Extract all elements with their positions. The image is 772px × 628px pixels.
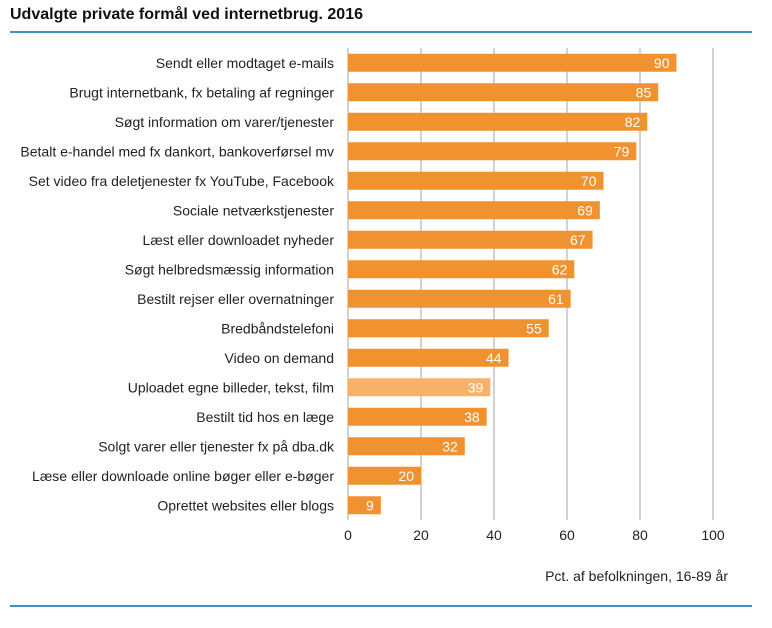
top-rule xyxy=(10,31,752,33)
data-label: 9 xyxy=(366,497,374,513)
data-label: 79 xyxy=(614,143,630,159)
data-label: 90 xyxy=(654,55,670,71)
category-label: Læst eller downloadet nyheder xyxy=(143,232,335,248)
chart-title: Udvalgte private formål ved internetbrug… xyxy=(10,6,363,23)
bar xyxy=(348,83,659,102)
bar xyxy=(348,348,509,367)
x-axis-label: Pct. af befolkningen, 16-89 år xyxy=(545,568,728,584)
category-label: Bestilt rejser eller overnatninger xyxy=(137,291,334,307)
data-label: 55 xyxy=(526,320,542,336)
data-label: 62 xyxy=(552,261,568,277)
data-label: 39 xyxy=(468,379,484,395)
bar xyxy=(348,230,593,249)
data-label: 70 xyxy=(581,173,597,189)
bar xyxy=(348,201,600,220)
category-label: Læse eller downloade online bøger eller … xyxy=(32,468,334,484)
data-label: 20 xyxy=(398,468,414,484)
bar xyxy=(348,319,549,338)
data-label: 61 xyxy=(548,291,564,307)
x-tick-label: 80 xyxy=(632,527,648,543)
bottom-rule xyxy=(10,605,752,607)
bar xyxy=(348,142,637,161)
x-tick-label: 40 xyxy=(486,527,502,543)
category-label: Bredbåndstelefoni xyxy=(221,320,334,336)
bar xyxy=(348,378,491,397)
data-label: 67 xyxy=(570,232,586,248)
category-label: Betalt e-handel med fx dankort, bankover… xyxy=(20,143,334,159)
bar xyxy=(348,112,648,131)
x-tick-label: 100 xyxy=(701,527,725,543)
category-label: Søgt information om varer/tjenester xyxy=(115,114,335,130)
bar xyxy=(348,466,421,485)
x-tick-label: 20 xyxy=(413,527,429,543)
data-label: 38 xyxy=(464,409,480,425)
category-label: Oprettet websites eller blogs xyxy=(157,497,334,513)
category-label: Video on demand xyxy=(225,350,335,366)
x-tick-label: 60 xyxy=(559,527,575,543)
data-label: 44 xyxy=(486,350,502,366)
category-label: Søgt helbredsmæssig information xyxy=(125,261,334,277)
category-label: Sociale netværkstjenester xyxy=(173,202,334,218)
category-label: Solgt varer eller tjenester fx på dba.dk xyxy=(98,438,335,454)
bar xyxy=(348,407,487,426)
category-label: Brugt internetbank, fx betaling af regni… xyxy=(69,84,334,100)
category-label: Set video fra deletjenester fx YouTube, … xyxy=(29,173,335,189)
bar xyxy=(348,289,571,308)
x-tick-label: 0 xyxy=(344,527,352,543)
data-label: 85 xyxy=(636,84,652,100)
bar xyxy=(348,496,381,515)
category-label: Bestilt tid hos en læge xyxy=(196,409,334,425)
category-label: Sendt eller modtaget e-mails xyxy=(156,55,334,71)
bar xyxy=(348,260,575,279)
data-label: 32 xyxy=(442,438,458,454)
data-label: 82 xyxy=(625,114,641,130)
data-label: 69 xyxy=(577,202,593,218)
bar xyxy=(348,171,604,190)
bar xyxy=(348,437,465,456)
bar xyxy=(348,53,677,72)
category-label: Uploadet egne billeder, tekst, film xyxy=(128,379,334,395)
